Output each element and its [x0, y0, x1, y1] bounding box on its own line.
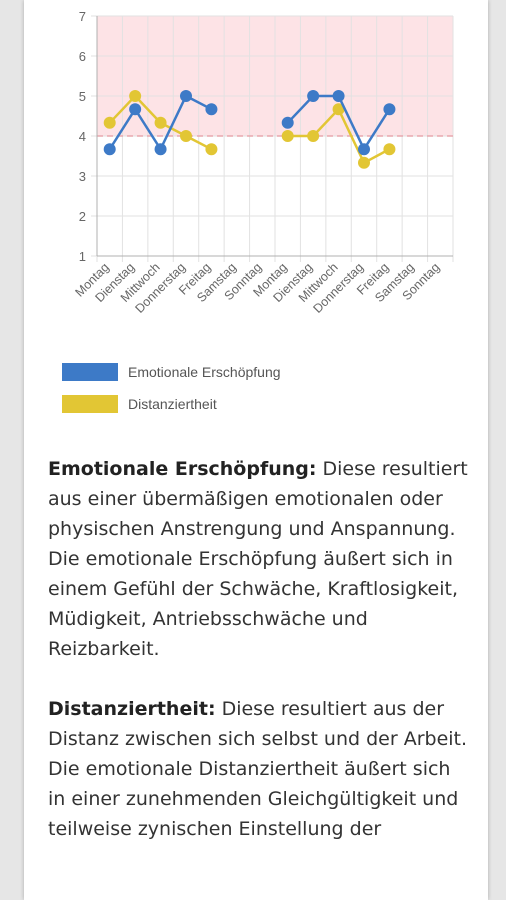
legend-label-distanziertheit: Distanziertheit: [128, 396, 217, 412]
description-text: Emotionale Erschöpfung: Diese resultiert…: [48, 454, 468, 874]
legend-swatch-erschoepfung: [62, 363, 118, 381]
data-point: [154, 143, 167, 156]
data-point: [307, 90, 320, 102]
term-distanziertheit: Distanziertheit:: [48, 698, 216, 720]
chart-legend: Emotionale Erschöpfung Distanziertheit: [62, 356, 281, 420]
definition-distanziertheit: Diese resultiert aus der Distanz zwische…: [48, 698, 468, 840]
data-point: [205, 143, 218, 156]
data-point: [383, 103, 396, 116]
data-point: [103, 143, 116, 156]
paragraph-erschoepfung: Emotionale Erschöpfung: Diese resultiert…: [48, 454, 468, 664]
y-tick-label: 5: [79, 89, 86, 104]
data-point: [358, 143, 370, 156]
data-point: [332, 103, 345, 116]
data-point: [154, 116, 167, 129]
data-point: [205, 103, 218, 116]
y-tick-label: 3: [79, 169, 86, 184]
data-point: [281, 130, 294, 142]
definition-erschoepfung: Diese resultiert aus einer übermäßigen e…: [48, 458, 468, 660]
report-card: 1 2 3 4 5 6 7 Montag Dienstag Mittwoch Donnerstag F…: [24, 0, 488, 900]
data-point: [281, 116, 294, 129]
data-point: [129, 90, 142, 102]
data-point: [103, 116, 116, 129]
data-point: [358, 156, 370, 169]
data-point: [180, 130, 192, 142]
legend-swatch-distanziertheit: [62, 395, 118, 413]
data-point: [129, 103, 142, 116]
data-point: [180, 90, 192, 102]
legend-item-erschoepfung[interactable]: Emotionale Erschöpfung: [62, 356, 281, 388]
legend-label-erschoepfung: Emotionale Erschöpfung: [128, 364, 281, 380]
legend-item-distanziertheit[interactable]: Distanziertheit: [62, 388, 281, 420]
data-point: [383, 143, 396, 156]
y-tick-label: 2: [79, 209, 86, 224]
line-chart: 1234567MontagDienstagMittwochDonnerstagF…: [72, 9, 454, 316]
data-point: [307, 130, 320, 142]
y-tick-label: 4: [79, 129, 86, 144]
y-tick-label: 7: [79, 9, 86, 24]
paragraph-distanziertheit: Distanziertheit: Diese resultiert aus de…: [48, 694, 468, 844]
y-tick-label: 6: [79, 49, 86, 64]
data-point: [332, 90, 345, 102]
y-tick-label: 1: [79, 249, 86, 264]
term-erschoepfung: Emotionale Erschöpfung:: [48, 458, 317, 480]
